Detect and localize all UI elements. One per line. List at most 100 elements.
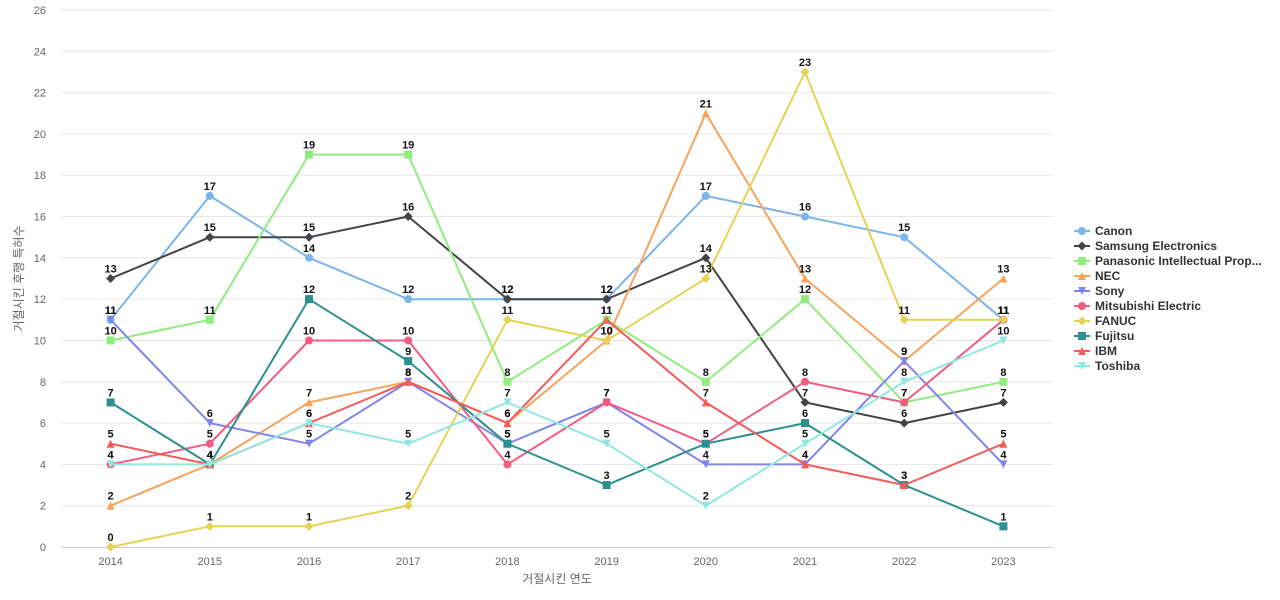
data-point xyxy=(701,191,710,200)
series-2 xyxy=(106,150,1008,407)
data-label: 4 xyxy=(703,449,710,461)
y-tick-label: 4 xyxy=(40,459,46,471)
data-point xyxy=(998,315,1008,325)
x-tick-label: 2021 xyxy=(793,556,817,568)
data-point xyxy=(999,439,1008,448)
data-point xyxy=(304,232,314,242)
data-label: 12 xyxy=(501,284,513,296)
data-point xyxy=(205,315,214,324)
data-label: 8 xyxy=(703,367,709,379)
data-point xyxy=(801,295,809,304)
legend-marker xyxy=(1077,241,1087,251)
legend-label: Sony xyxy=(1095,284,1125,298)
data-label: 10 xyxy=(600,325,612,337)
data-label: 1 xyxy=(207,511,213,523)
data-label: 9 xyxy=(405,346,411,358)
data-point xyxy=(404,150,413,159)
data-label: 15 xyxy=(898,222,910,234)
data-label: 5 xyxy=(703,429,709,441)
y-tick-label: 8 xyxy=(40,377,46,389)
legend-label: Fujitsu xyxy=(1095,329,1134,343)
y-tick-label: 2 xyxy=(40,501,46,513)
data-label: 5 xyxy=(504,429,510,441)
legend-item[interactable]: FANUC xyxy=(1074,314,1137,328)
data-point xyxy=(106,460,115,469)
data-label: 13 xyxy=(104,264,116,276)
legend-item[interactable]: Mitsubishi Electric xyxy=(1074,299,1201,313)
data-label: 1 xyxy=(306,511,312,523)
legend-item[interactable]: NEC xyxy=(1074,269,1121,283)
legend-label: NEC xyxy=(1095,269,1121,283)
data-point xyxy=(998,397,1008,407)
data-point xyxy=(503,377,512,386)
data-point xyxy=(999,460,1008,469)
data-label: 4 xyxy=(802,449,809,461)
data-point xyxy=(106,315,115,324)
data-point xyxy=(205,521,215,531)
data-point xyxy=(205,419,214,428)
data-label: 5 xyxy=(108,429,114,441)
data-point xyxy=(403,501,413,511)
data-label: 5 xyxy=(207,429,213,441)
data-label: 12 xyxy=(799,284,811,296)
data-point xyxy=(999,336,1008,345)
data-label: 8 xyxy=(405,367,411,379)
data-point xyxy=(801,274,809,283)
data-point xyxy=(503,419,512,428)
data-point xyxy=(899,315,909,325)
data-point xyxy=(106,336,115,345)
legend-marker xyxy=(1078,347,1086,355)
data-label: 6 xyxy=(504,408,510,420)
legend-item[interactable]: Canon xyxy=(1074,224,1132,238)
data-label: 19 xyxy=(402,140,414,152)
data-label: 14 xyxy=(700,243,713,255)
legend-label: FANUC xyxy=(1095,314,1137,328)
data-point xyxy=(404,295,413,304)
data-label: 4 xyxy=(207,449,214,461)
data-label: 11 xyxy=(998,305,1010,317)
legend-item[interactable]: Sony xyxy=(1074,284,1125,298)
data-label: 4 xyxy=(207,449,214,461)
series-line xyxy=(110,112,1005,507)
legend-item[interactable]: Panasonic Intellectual Prop... xyxy=(1074,254,1262,268)
legend-item[interactable]: Samsung Electronics xyxy=(1074,239,1217,253)
legend-label: Samsung Electronics xyxy=(1095,239,1217,253)
legend-item[interactable]: Toshiba xyxy=(1074,359,1140,373)
legend-item[interactable]: IBM xyxy=(1074,344,1117,358)
data-point xyxy=(801,460,809,469)
data-point xyxy=(701,501,710,510)
data-label: 9 xyxy=(901,346,907,358)
legend-label: Toshiba xyxy=(1095,359,1140,373)
data-point xyxy=(205,439,214,448)
data-label: 4 xyxy=(802,449,809,461)
data-point xyxy=(999,522,1008,531)
data-label: 12 xyxy=(402,284,414,296)
legend-item[interactable]: Fujitsu xyxy=(1074,329,1134,343)
data-label: 16 xyxy=(402,202,414,214)
data-label: 9 xyxy=(901,346,907,358)
data-label: 4 xyxy=(207,449,214,461)
data-label: 14 xyxy=(303,243,316,255)
data-label: 4 xyxy=(504,449,511,461)
legend-marker xyxy=(1078,227,1086,235)
data-point xyxy=(801,377,809,386)
data-label: 7 xyxy=(604,387,610,399)
legend-label: Panasonic Intellectual Prop... xyxy=(1095,254,1262,268)
data-label: 12 xyxy=(600,284,612,296)
data-point xyxy=(404,336,413,345)
data-point xyxy=(701,439,710,448)
data-label: 1 xyxy=(1000,511,1006,523)
data-point xyxy=(305,253,313,262)
data-label: 3 xyxy=(604,470,610,482)
data-point xyxy=(999,274,1008,283)
data-label: 12 xyxy=(501,284,513,296)
data-label: 5 xyxy=(306,429,312,441)
data-label: 17 xyxy=(700,181,712,193)
data-point xyxy=(106,439,115,448)
data-label: 5 xyxy=(504,429,510,441)
data-label: 7 xyxy=(504,387,510,399)
data-label: 11 xyxy=(998,305,1010,317)
series-line xyxy=(110,298,1004,528)
data-point xyxy=(305,439,313,448)
